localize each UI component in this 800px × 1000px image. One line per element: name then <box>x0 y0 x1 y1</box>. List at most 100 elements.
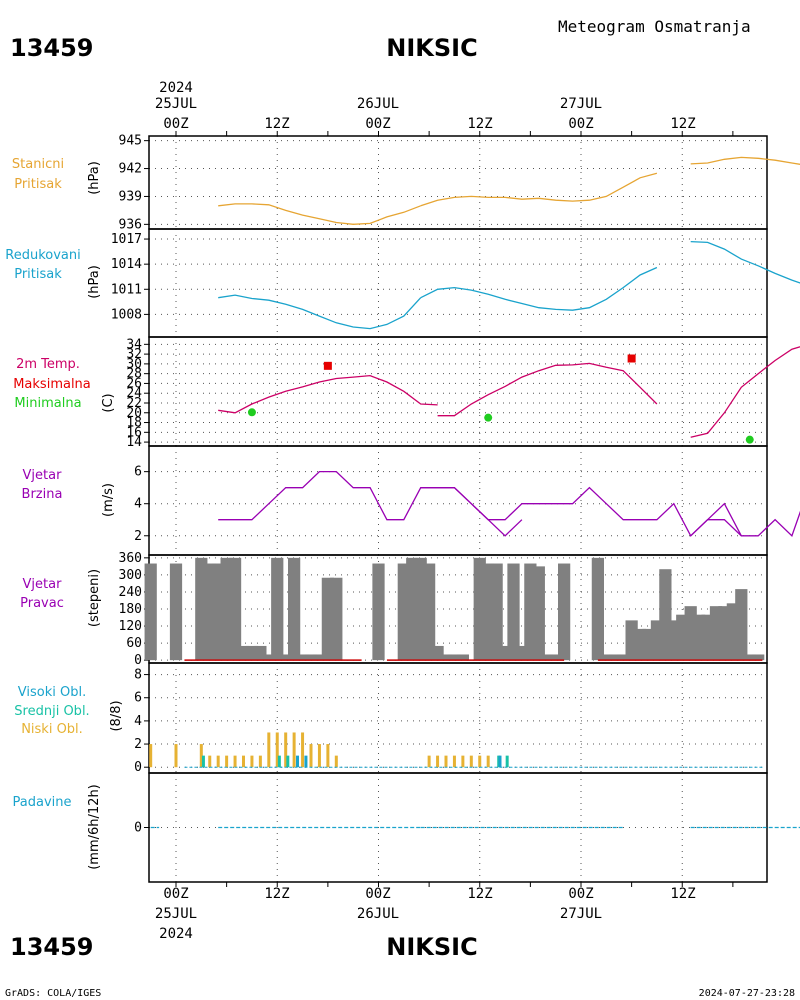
cloud-bar <box>208 755 212 768</box>
hour-label-top-5: 00Z <box>568 116 593 132</box>
station-pressure-unit: (hPa) <box>87 161 102 195</box>
hour-label-bottom-6: 12Z <box>670 886 695 902</box>
date-label-top-3: 27JUL <box>560 96 602 112</box>
station-id-bottom: 13459 <box>10 933 94 961</box>
cloud-bar <box>309 744 313 768</box>
y-tick-label: 0 <box>134 760 142 775</box>
temperature-line <box>690 346 800 438</box>
wind-direction-bar <box>313 654 326 661</box>
panel-frame <box>148 772 768 883</box>
hour-label-bottom-1: 00Z <box>163 886 188 902</box>
cloud-bar <box>301 732 305 768</box>
y-tick-label: 1011 <box>111 282 142 297</box>
wind-speed-label-2: Brzina <box>22 487 63 502</box>
wind-direction-bar <box>144 563 157 661</box>
wind-direction-bar <box>279 654 292 661</box>
wind-direction-bar <box>600 654 613 661</box>
wind-direction-bar <box>271 557 284 661</box>
reduced-pressure-label-2: Pritisak <box>14 267 62 282</box>
cloud-bar <box>149 744 153 768</box>
cloud-bar <box>201 755 205 768</box>
tmax-marker <box>323 361 332 370</box>
hour-label-top-1: 00Z <box>163 116 188 132</box>
wind-speed-line <box>420 486 742 537</box>
wind-speed-line <box>690 510 800 537</box>
station-name-top: NIKSIC <box>386 34 477 62</box>
grads-credit: GrADS: COLA/IGES <box>5 988 101 999</box>
date-label-bottom-2: 26JUL <box>357 906 399 922</box>
low-cloud-label: Niski Obl. <box>21 722 83 737</box>
cloud-bar <box>233 755 237 768</box>
wind-direction-bar <box>372 563 385 661</box>
y-tick-label: 60 <box>126 636 142 651</box>
station-pressure-label-2: Pritisak <box>14 177 62 192</box>
wind-direction-bar <box>591 557 604 661</box>
y-tick-label: 4 <box>134 497 142 512</box>
y-tick-label: 360 <box>119 551 142 566</box>
wind-direction-bar <box>617 654 630 661</box>
wind-direction-bar <box>541 654 554 661</box>
y-tick-label: 0 <box>134 653 142 668</box>
temperature-line <box>218 374 438 414</box>
cloud-bar <box>317 744 321 768</box>
y-tick-label: 936 <box>119 217 142 232</box>
y-tick-label: 34 <box>126 337 142 352</box>
y-tick-label: 30 <box>126 357 142 372</box>
wind-direction-bar <box>608 654 621 661</box>
temperature-line <box>437 362 658 417</box>
tmin-marker <box>745 435 754 444</box>
cloud-bar <box>174 744 178 768</box>
generation-timestamp: 2024-07-27-23:28 <box>699 988 795 999</box>
y-tick-label: 180 <box>119 602 142 617</box>
wind-direction-bar <box>735 589 748 661</box>
station-pressure-line <box>690 156 800 166</box>
high-cloud-label: Visoki Obl. <box>18 685 86 700</box>
cloud-bar <box>267 732 271 768</box>
wind-direction-bar <box>262 654 275 661</box>
date-label-bottom-3: 27JUL <box>560 906 602 922</box>
mid-cloud-label: Srednji Obl. <box>14 704 89 719</box>
y-tick-label: 6 <box>134 691 142 706</box>
cloud-bar <box>436 755 440 768</box>
wind-direction-bar <box>448 654 461 661</box>
reduced-pressure-line <box>690 240 800 284</box>
panel-frame <box>148 135 768 230</box>
date-label-top-1: 25JUL <box>155 96 197 112</box>
station-pressure-label-1: Stanicni <box>12 157 64 172</box>
temp-unit: (C) <box>101 393 116 412</box>
y-tick-label: 1008 <box>111 307 142 322</box>
precip-label: Padavine <box>13 795 72 810</box>
station-pressure-line <box>218 203 421 225</box>
cloud-bar <box>452 755 456 768</box>
y-tick-label: 300 <box>119 568 142 583</box>
cloud-bar <box>427 755 431 768</box>
wind-speed-unit: (m/s) <box>101 483 116 517</box>
hour-label-bottom-3: 00Z <box>365 886 390 902</box>
hour-label-top-3: 00Z <box>365 116 390 132</box>
cloud-bar <box>334 755 338 768</box>
y-tick-label: 4 <box>134 714 142 729</box>
cloud-bar <box>478 755 482 768</box>
y-tick-label: 2 <box>134 737 142 752</box>
cloud-bar <box>284 732 288 768</box>
cloud-bar <box>505 755 509 768</box>
precip-unit: (mm/6h/12h) <box>87 784 102 870</box>
y-tick-label: 22 <box>126 396 142 411</box>
wind-direction-bar <box>456 654 469 661</box>
wind-direction-bar <box>752 654 765 661</box>
station-id-top: 13459 <box>10 34 94 62</box>
wind-direction-bar <box>743 654 756 661</box>
y-tick-label: 240 <box>119 585 142 600</box>
y-tick-label: 945 <box>119 134 142 149</box>
wind-direction-bar <box>288 557 301 661</box>
tmin-marker <box>484 413 493 422</box>
hour-label-top-4: 12Z <box>467 116 492 132</box>
y-tick-label: 18 <box>126 416 142 431</box>
hour-label-top-2: 12Z <box>264 116 289 132</box>
y-tick-label: 942 <box>119 162 142 177</box>
temp-label: 2m Temp. <box>16 357 80 372</box>
cloud-unit: (8/8) <box>109 700 124 731</box>
y-tick-label: 120 <box>119 619 142 634</box>
wind-speed-label-1: Vjetar <box>23 468 63 483</box>
cloud-bar <box>216 755 220 768</box>
